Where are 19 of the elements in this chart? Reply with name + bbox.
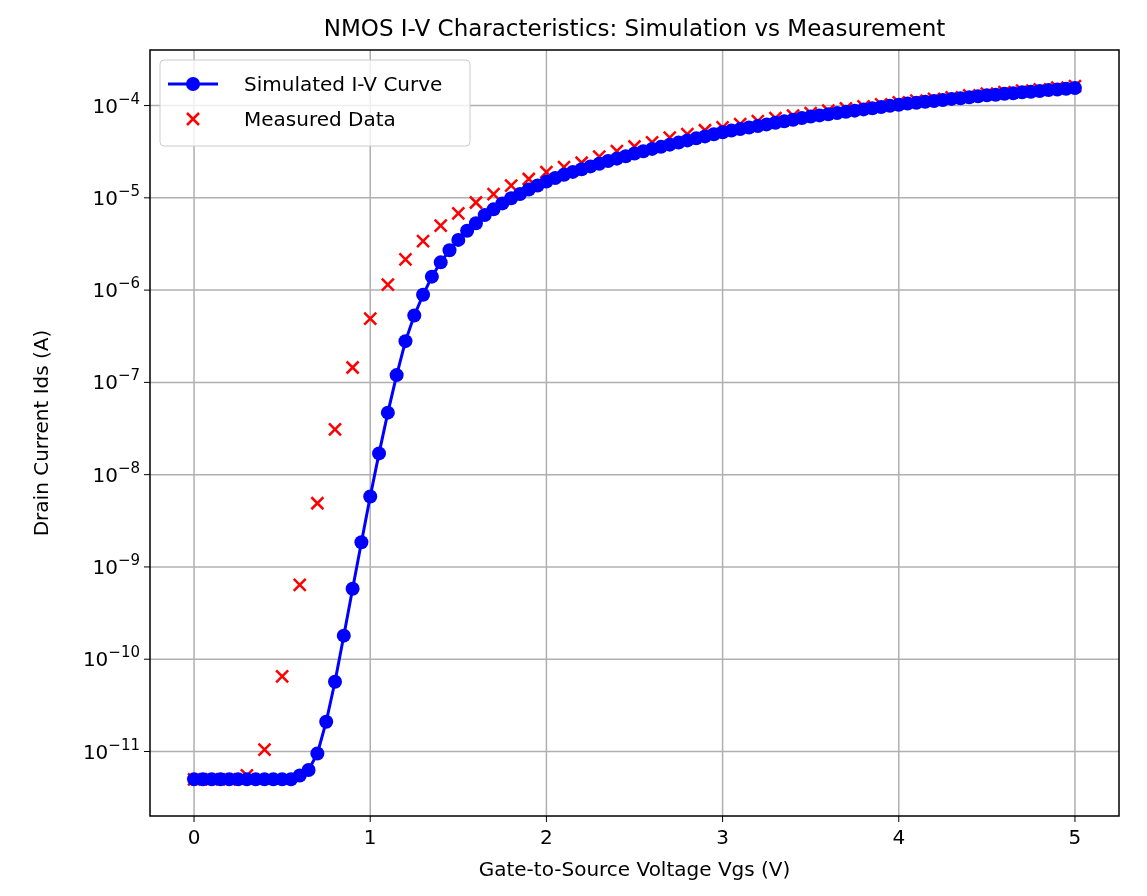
x-tick-label: 1 bbox=[363, 825, 377, 849]
legend-label: Simulated I-V Curve bbox=[244, 72, 443, 96]
chart-title: NMOS I-V Characteristics: Simulation vs Measurement bbox=[323, 15, 946, 41]
y-tick-label: 10$^{−8}$ bbox=[92, 458, 140, 487]
y-tick-label: 10$^{−6}$ bbox=[92, 274, 140, 303]
y-tick-label: 10$^{−11}$ bbox=[82, 735, 140, 764]
legend-label: Measured Data bbox=[244, 107, 396, 131]
y-tick-label: 10$^{−7}$ bbox=[92, 366, 140, 395]
x-tick-label: 4 bbox=[892, 825, 906, 849]
y-tick-label: 10$^{−5}$ bbox=[92, 181, 140, 210]
y-tick-label: 10$^{−9}$ bbox=[92, 550, 140, 579]
x-axis-title: Gate-to-Source Voltage Vgs (V) bbox=[478, 857, 791, 881]
x-tick-label: 5 bbox=[1068, 825, 1082, 849]
x-tick-label: 3 bbox=[716, 825, 729, 849]
x-tick-label: 0 bbox=[187, 825, 201, 849]
y-axis-title: Drain Current Ids (A) bbox=[29, 329, 53, 537]
x-tick-label: 2 bbox=[540, 825, 553, 849]
y-tick-label: 10$^{−10}$ bbox=[82, 643, 140, 672]
y-tick-label: 10$^{−4}$ bbox=[92, 89, 140, 118]
